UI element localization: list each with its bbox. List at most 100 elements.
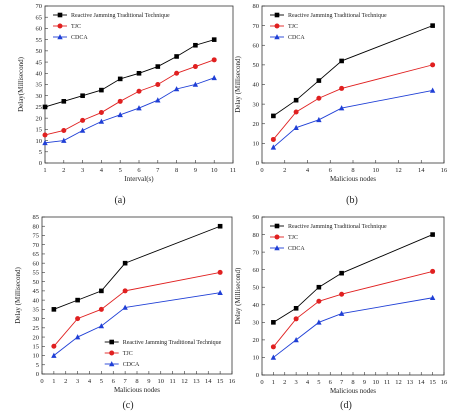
data-point	[122, 304, 128, 310]
data-point	[74, 334, 81, 340]
x-axis-label: Malicious nodes	[114, 386, 160, 394]
y-tick-label: 0	[256, 372, 259, 379]
y-tick-label: 30	[33, 316, 40, 323]
y-tick-label: 25	[36, 104, 43, 111]
data-point	[193, 42, 198, 48]
y-tick-label: 10	[36, 138, 43, 145]
panel-caption: (a)	[114, 195, 125, 206]
x-tick-label: 10	[373, 167, 380, 174]
x-tick-label: 9	[194, 167, 197, 174]
data-point	[174, 54, 179, 59]
legend-marker	[57, 23, 63, 29]
x-tick-label: 8	[135, 378, 138, 385]
legend-marker	[274, 23, 280, 29]
data-point	[293, 316, 299, 322]
data-point	[430, 23, 435, 28]
y-tick-label: 45	[33, 288, 40, 295]
x-tick-label: 14	[418, 379, 425, 386]
data-point	[61, 99, 67, 104]
data-point	[217, 289, 223, 296]
y-tick-label: 80	[253, 232, 260, 239]
x-tick-label: 4	[306, 167, 310, 174]
y-tick-label: 20	[253, 337, 260, 344]
data-point	[293, 124, 299, 130]
y-tick-label: 60	[253, 267, 260, 274]
chart-panel-2: 0 10 20 30 40 50 60 70 80 0 2 4 6 8 10 12 14 16 Malicious …	[234, 3, 448, 206]
data-point	[155, 82, 161, 87]
x-tick-label: 9	[363, 379, 366, 386]
x-tick-label: 13	[193, 378, 200, 385]
y-tick-label: 70	[33, 242, 40, 249]
y-tick-label: 35	[33, 307, 40, 314]
legend-marker	[109, 361, 115, 367]
y-tick-label: 25	[33, 325, 40, 332]
data-point	[98, 323, 105, 329]
x-tick-label: 12	[181, 378, 188, 385]
x-tick-label: 11	[169, 378, 175, 385]
data-point	[293, 336, 299, 343]
x-tick-label: 11	[384, 379, 390, 386]
legend-label: CDCA	[288, 35, 305, 41]
x-tick-label: 12	[395, 167, 402, 174]
legend-label: TJC	[71, 24, 81, 30]
legend: Reactive Jamming Traditional Technique TJ…	[104, 339, 222, 368]
x-tick-label: 10	[211, 167, 218, 174]
x-axis-label: Malicious nodes	[330, 387, 376, 395]
data-point	[117, 98, 123, 104]
data-point	[316, 95, 322, 101]
data-point	[270, 354, 277, 360]
data-point	[51, 352, 57, 358]
panel-caption: (d)	[340, 400, 352, 411]
x-tick-label: 8	[175, 167, 178, 174]
data-point	[339, 85, 345, 91]
panel-caption: (b)	[346, 195, 358, 206]
y-tick-label: 65	[36, 14, 43, 21]
data-point	[122, 260, 128, 266]
y-tick-label: 70	[253, 249, 260, 256]
legend-marker	[274, 245, 280, 251]
y-tick-label: 0	[256, 160, 259, 167]
series-line	[44, 77, 215, 144]
data-point	[217, 223, 223, 229]
legend-marker	[109, 350, 115, 356]
y-tick-label: 45	[36, 59, 43, 66]
x-tick-label: 3	[81, 167, 84, 174]
x-tick-label: 8	[351, 379, 354, 386]
legend-label: CDCA	[123, 362, 140, 368]
x-tick-label: 2	[64, 378, 67, 385]
x-tick-label: 4	[100, 167, 104, 174]
data-point	[339, 270, 344, 276]
y-tick-label: 40	[253, 82, 260, 89]
legend-label: CDCA	[288, 246, 305, 252]
data-point	[293, 305, 299, 311]
x-tick-label: 10	[373, 379, 380, 386]
data-point	[430, 268, 436, 274]
x-tick-label: 6	[329, 379, 333, 386]
y-tick-label: 10	[253, 141, 260, 148]
data-point	[430, 232, 435, 237]
x-tick-label: 3	[76, 378, 79, 385]
y-tick-label: 50	[33, 279, 40, 286]
data-point	[80, 93, 85, 99]
y-tick-label: 60	[253, 42, 260, 49]
y-axis-label: Delay (Millisecond)	[14, 267, 22, 324]
data-point	[270, 344, 276, 350]
y-tick-label: 50	[253, 284, 260, 291]
legend: Reactive Jamming Traditional Technique TJ…	[53, 12, 170, 41]
legend: Reactive Jamming Traditional Technique TJ…	[270, 223, 387, 252]
x-tick-label: 13	[407, 379, 414, 386]
legend-label: Reactive Jamming Traditional Technique	[71, 13, 170, 19]
y-axis-label: Delay (Millisecond)	[234, 267, 242, 324]
data-point	[270, 136, 276, 142]
data-point	[98, 110, 104, 116]
panel-caption: (c)	[122, 400, 133, 411]
data-point	[136, 70, 142, 76]
data-point	[99, 288, 104, 294]
x-tick-label: 3	[295, 379, 298, 386]
y-tick-label: 40	[253, 302, 260, 309]
data-point	[429, 87, 436, 93]
y-tick-label: 0	[39, 160, 42, 167]
data-point	[271, 320, 276, 325]
